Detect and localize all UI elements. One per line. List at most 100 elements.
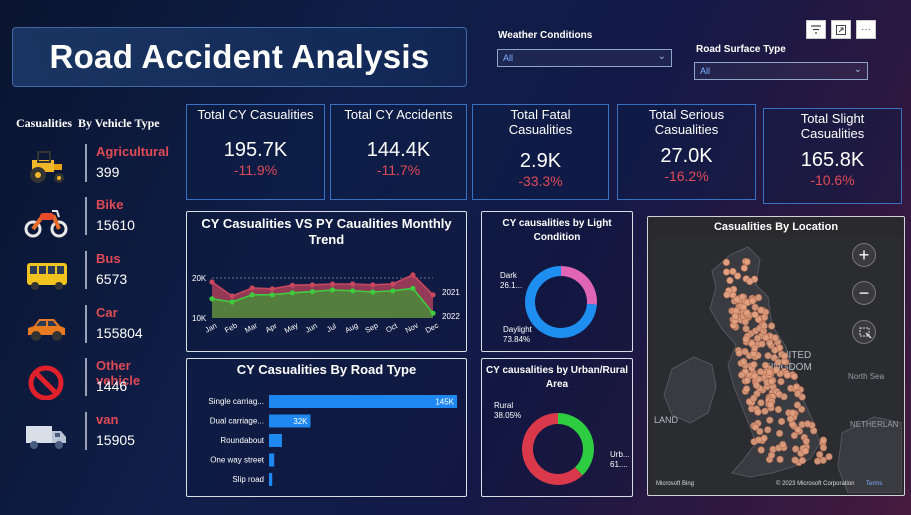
location-marker (793, 401, 801, 409)
location-marker (777, 378, 785, 386)
location-marker (726, 276, 734, 285)
series-line-2021 (211, 273, 434, 297)
location-marker (786, 415, 794, 423)
kpi-label: Total Fatal Casualities (508, 107, 573, 137)
location-marker (742, 335, 750, 343)
chevron-down-icon: ⌄ (853, 64, 862, 75)
kpi-change: -11.7% (376, 162, 421, 178)
x-tick-label: Jul (325, 321, 338, 334)
location-marker (756, 368, 765, 376)
location-marker (742, 385, 751, 393)
kpi-card-slight-casualities: Total Slight Casualities 165.8K -10.6% (763, 108, 902, 204)
vehicle-header: Casualities By Vehicle Type (16, 116, 160, 131)
location-marker (729, 267, 737, 276)
focus-mode-button[interactable] (831, 20, 851, 39)
slice-label: Rural (494, 401, 513, 410)
slice-dark (561, 266, 597, 305)
bar (269, 395, 457, 408)
location-marker (761, 361, 769, 369)
divider (85, 251, 87, 289)
light-title: CY causalities by Light Condition (502, 218, 612, 243)
trend-chart: 20K 10K 2021 2022 Jan Feb Mar Apr May Jun Jul Aug Se… (192, 272, 460, 335)
title-banner: Road Accident Analysis (12, 27, 467, 87)
location-marker (766, 416, 774, 424)
weather-dropdown[interactable]: All ⌄ (497, 49, 672, 67)
map-copyright: © 2023 Microsoft Corporation (776, 481, 855, 487)
europe-land (837, 416, 902, 493)
data-point (430, 310, 436, 316)
trend-title: CY Casualities VS PY Caualities Monthly … (201, 216, 452, 247)
vehicle-item-van: van 15905 (18, 412, 178, 462)
kpi-card-cy-accidents: Total CY Accidents 144.4K -11.7% (330, 104, 467, 200)
location-marker (790, 372, 798, 380)
divider (85, 144, 87, 182)
location-marker (733, 272, 742, 280)
location-marker (757, 399, 765, 407)
slice-value: 26.1... (500, 281, 522, 290)
location-marker (765, 368, 774, 376)
location-marker (774, 358, 782, 366)
data-point (289, 282, 295, 288)
selection-icon (859, 327, 872, 339)
location-marker (819, 436, 827, 444)
bar-category-label: One way street (210, 456, 265, 465)
vehicle-name: Bike (96, 197, 124, 212)
location-marker (751, 310, 759, 319)
data-point (309, 282, 316, 288)
location-marker (743, 376, 751, 385)
bing-logo: Microsoft Bing (656, 481, 695, 487)
location-marker (766, 339, 774, 347)
focus-mode-icon (836, 24, 846, 35)
kpi-value: 2.9K (519, 150, 562, 172)
map-terms-link[interactable]: Terms (866, 481, 883, 487)
location-marker (819, 444, 827, 452)
vehicle-item-car: Car 155804 (18, 305, 178, 355)
slice-value: 73.84% (503, 335, 530, 344)
vehicle-name: Agricultural (96, 144, 169, 159)
no-entry-icon (28, 365, 64, 400)
location-marker (775, 429, 784, 437)
slice-rural (558, 413, 594, 476)
zoom-in-button[interactable]: + (852, 243, 876, 267)
series-label: 2021 (442, 288, 460, 297)
location-marker (748, 297, 757, 305)
location-marker (772, 366, 781, 374)
bar (269, 434, 282, 447)
data-point (329, 281, 336, 287)
location-marker (798, 456, 807, 465)
more-options-button[interactable]: ··· (856, 20, 876, 39)
area-panel: CY causalities by Urban/Rural Area Rural… (481, 358, 633, 497)
filter-button[interactable] (806, 20, 826, 39)
road-type-title: CY Casualities By Road Type (236, 362, 417, 377)
location-marker (778, 417, 786, 426)
location-marker (783, 371, 791, 379)
kpi-change: -33.3% (518, 173, 563, 189)
kpi-value: 27.0K (660, 145, 713, 167)
kpi-label: Total Slight Casualities (800, 111, 865, 141)
data-point (269, 286, 275, 292)
location-marker (760, 322, 768, 330)
zoom-out-button[interactable]: − (852, 281, 876, 305)
kpi-card-serious-casualities: Total Serious Casualities 27.0K -16.2% (617, 104, 756, 200)
chevron-down-icon: ⌄ (657, 51, 666, 62)
location-marker (751, 372, 759, 380)
location-marker (752, 381, 760, 389)
location-marker (723, 291, 731, 299)
location-marker (722, 268, 731, 276)
data-point (350, 281, 356, 287)
surface-dropdown[interactable]: All ⌄ (694, 62, 868, 80)
vehicle-item-agricultural: Agricultural 399 (18, 144, 178, 194)
ireland-land (663, 356, 717, 424)
location-marker (771, 346, 779, 354)
bar-data-label: 145K (435, 398, 454, 407)
kpi-card-fatal-casualities: Total Fatal Casualities 2.9K -33.3% (472, 104, 609, 200)
location-marker (764, 352, 772, 360)
select-area-button[interactable] (852, 320, 876, 344)
series-label: 2022 (442, 312, 460, 321)
car-icon (28, 319, 65, 341)
y-tick-label: 20K (192, 274, 207, 283)
location-marker (794, 390, 802, 398)
location-marker (814, 457, 822, 465)
location-marker (743, 258, 751, 266)
